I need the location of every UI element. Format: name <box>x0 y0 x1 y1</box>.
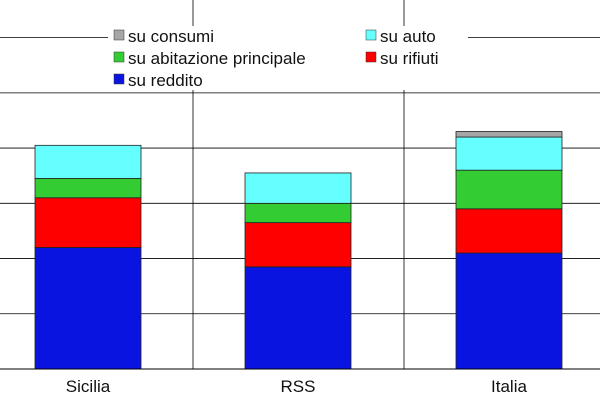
x-tick-label: Sicilia <box>66 377 111 396</box>
bar-segment-su-consumi-italia <box>455 131 563 138</box>
bar-segment-su-abitazione-principale-rss <box>244 202 352 224</box>
legend: su consumi su auto su abitazione princip… <box>113 27 439 90</box>
x-tick-label: Italia <box>491 377 527 396</box>
bar-segment-su-reddito-rss <box>244 266 352 370</box>
bar-segment-su-abitazione-principale-sicilia <box>34 178 142 199</box>
legend-swatch-su-reddito <box>113 73 125 85</box>
x-axis-labels: Sicilia RSS Italia <box>66 377 528 396</box>
legend-background <box>108 26 468 90</box>
bar-segment-su-reddito-sicilia <box>34 247 142 370</box>
legend-label-su-abitazione-principale: su abitazione principale <box>128 49 306 68</box>
legend-swatch-su-rifiuti <box>365 51 377 63</box>
legend-swatch-su-abitazione-principale <box>113 51 125 63</box>
legend-label-su-reddito: su reddito <box>128 71 203 90</box>
grid <box>0 0 600 369</box>
legend-swatch-su-consumi <box>113 29 125 41</box>
bar-segment-su-auto-sicilia <box>34 144 142 179</box>
legend-label-su-auto: su auto <box>380 27 436 46</box>
legend-swatch-su-auto <box>365 29 377 41</box>
legend-label-su-consumi: su consumi <box>128 27 214 46</box>
bars <box>34 131 563 370</box>
bar-segment-su-reddito-italia <box>455 252 563 370</box>
bar-segment-su-abitazione-principale-italia <box>455 169 563 210</box>
bar-segment-su-rifiuti-rss <box>244 222 352 268</box>
bar-segment-su-auto-rss <box>244 172 352 204</box>
bar-segment-su-rifiuti-italia <box>455 208 563 254</box>
bar-segment-su-rifiuti-sicilia <box>34 197 142 248</box>
x-tick-label: RSS <box>281 377 316 396</box>
legend-label-su-rifiuti: su rifiuti <box>380 49 439 68</box>
bar-segment-su-auto-italia <box>455 136 563 171</box>
